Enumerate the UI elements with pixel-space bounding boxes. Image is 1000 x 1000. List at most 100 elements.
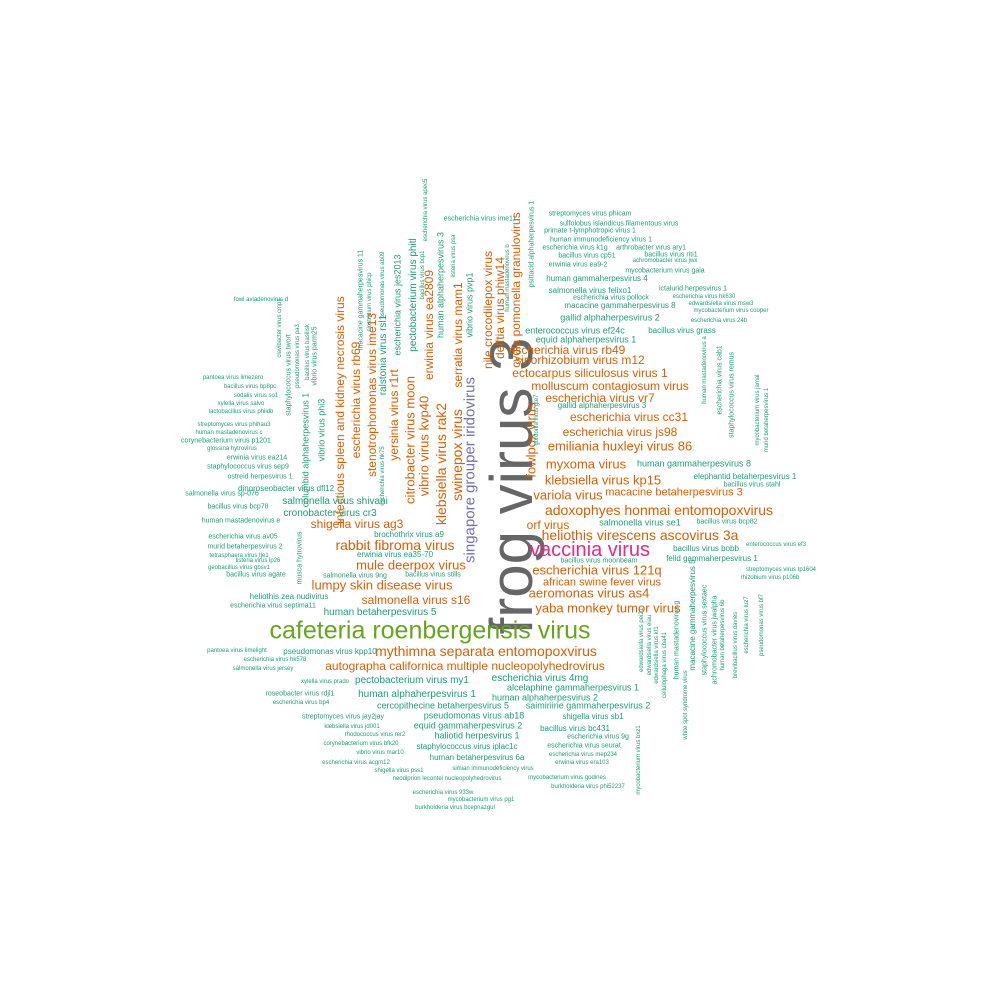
- word-salmonella-virus-jersey: salmonella virus jersey: [232, 666, 294, 672]
- word-molluscum-contagiosum-virus: molluscum contagiosum virus: [531, 379, 689, 393]
- word-cellulophaga-virus-cba41: cellulophaga virus cba41: [662, 631, 668, 699]
- word-escherichia-virus-bp4: escherichia virus bp4: [272, 700, 330, 706]
- word-human-betaherpesvirus-6b: human betaherpesvirus 6b: [720, 599, 726, 671]
- word-salmonella-virus-shivani: salmonella virus shivani: [282, 496, 388, 507]
- word-staphylococcus-virus-remus: staphylococcus virus remus: [728, 352, 736, 438]
- word-adoxophyes-honmai-entomopoxvirus: adoxophyes honmai entomopoxvirus: [544, 502, 774, 518]
- word-xylella-virus-prado: xylella virus prado: [300, 679, 350, 685]
- word-escherichia-virus-9g: escherichia virus 9g: [567, 733, 629, 741]
- word-human-mastadenovirus-c: human mastadenovirus c: [195, 430, 263, 436]
- word-bacillus-virus-bc431: bacillus virus bc431: [540, 724, 610, 733]
- word-streptomyces-virus-phihau3: streptomyces virus phihau3: [197, 422, 271, 428]
- word-clostridium-virus-phicp: clostridium virus phicp: [367, 272, 373, 332]
- word-escherichia-virus-k1g: escherichia virus k1g: [542, 244, 608, 252]
- word-escherichia-virus-121q: escherichia virus 121q: [532, 562, 662, 578]
- word-pseudomonas-virus-bf7: pseudomonas virus bf7: [759, 593, 765, 657]
- word-cafeteria-roenbergensis-virus: cafeteria roenbergensis virus: [269, 616, 591, 645]
- word-cronobacter-virus-cr3: cronobacter virus cr3: [283, 508, 377, 519]
- word-macacine-gammaherpesvirus-11: macacine gammaherpesvirus 11: [357, 249, 365, 351]
- word-lactobacillus-virus-phildb: lactobacillus virus phildb: [208, 409, 274, 415]
- word-enterococcus-virus-ef3: enterococcus virus ef3: [745, 542, 807, 548]
- word-vibrio-virus-kvp40: vibrio virus kvp40: [416, 395, 432, 497]
- word-salmonella-virus-sp-076: salmonella virus sp-076: [185, 490, 259, 498]
- word-staphylococcus-virus-sep9: staphylococcus virus sep9: [207, 463, 289, 471]
- word-heliothis-virescens-ascovirus-3a: heliothis virescens ascovirus 3a: [541, 527, 739, 543]
- word-bacillus-virus-grass: bacillus virus grass: [648, 326, 716, 335]
- word-staphylococcus-virus-sextaec: staphylococcus virus sextaec: [701, 584, 709, 676]
- word-mycobacterium-virus-bxz1: mycobacterium virus bxz1: [636, 725, 642, 795]
- word-human-gammaherpesvirus-4: human gammaherpesvirus 4: [546, 274, 648, 283]
- word-escherichia-virus-septima11: escherichia virus septima11: [230, 602, 316, 610]
- word-bacillus-virus-bcp82: bacillus virus bcp82: [696, 518, 758, 526]
- word-sodalis-virus-so1: sodalis virus so1: [233, 393, 279, 399]
- word-bacillus-virus-basilisk: bacillus virus basilisk: [305, 324, 311, 380]
- word-serratia-virus-mam1: serratia virus mam1: [451, 282, 465, 388]
- word-staphylococcus-virus-iplac1c: staphylococcus virus iplac1c: [416, 742, 518, 751]
- word-autographa-californica: autographa californica multiple nucleopo…: [325, 659, 605, 673]
- word-swinepox-virus: swinepox virus: [449, 409, 465, 501]
- word-escherichia-virus-24b: escherichia virus 24b: [690, 318, 748, 324]
- word-mycobacterium-virus-cooper: mycobacterium virus cooper: [693, 308, 769, 314]
- word-african-swine-fever-virus: african swine fever virus: [543, 576, 661, 589]
- word-human-betaherpesvirus-6a: human betaherpesvirus 6a: [429, 753, 525, 762]
- word-enterococcus-virus-ef24c: enterococcus virus ef24c: [525, 325, 625, 336]
- word-shigella-virus-pss1: shigella virus pss1: [374, 768, 424, 774]
- word-erwinia-virus-ea35-70: erwinia virus ea35-70: [356, 550, 434, 559]
- word-pectobacterium-virus-phitl: pectobacterium virus phitl: [408, 238, 419, 352]
- word-mycobacterium-virus-jamal: mycobacterium virus jamal: [755, 374, 761, 446]
- word-escherichia-virus-seurat: escherichia virus seurat: [547, 742, 621, 750]
- word-emiliania-huxleyi-virus-86: emiliania huxleyi virus 86: [547, 438, 693, 454]
- word-shigella-virus-ag3: shigella virus ag3: [310, 517, 404, 531]
- word-pseudomonas-virus-kpp10: pseudomonas virus kpp10: [283, 647, 377, 656]
- word-xylella-virus-salvo: xylella virus salvo: [217, 401, 265, 407]
- word-murid-betaherpesvirus-2: murid betaherpesvirus 2: [207, 543, 283, 551]
- word-bacillus-virus-bcp1: bacillus virus bcp1: [420, 250, 426, 300]
- word-streptomyces-virus-tp1604: streptomyces virus tp1604: [745, 567, 817, 573]
- word-bacillus-virus-cp51: bacillus virus cp51: [558, 252, 616, 260]
- word-lumpy-skin-disease-virus: lumpy skin disease virus: [311, 577, 453, 593]
- word-cydia-pomonella-granulovirus: cydia pomonella granulovirus: [509, 212, 523, 368]
- word-human-immunodeficiency-virus-1: human immunodeficiency virus 1: [550, 236, 652, 244]
- word-klebsiella-virus-kp15: klebsiella virus kp15: [544, 472, 662, 488]
- word-mycobacterium-virus-gaia: mycobacterium virus gaia: [625, 267, 705, 275]
- word-primate-t-lymphotropic-virus-1: primate t-lymphotropic virus 1: [544, 227, 636, 235]
- word-edwardsiella-virus-eiau: edwardsiella virus eiau: [647, 614, 653, 676]
- word-edwardsiella-virus-kf1: edwardsiella virus kf1: [654, 626, 660, 684]
- word-stenotrophomonas-virus-ime13: stenotrophomonas virus ime13: [365, 312, 379, 478]
- word-felid-gammaherpesvirus-1: felid gammaherpesvirus 1: [666, 554, 758, 563]
- word-vibrio-virus-pvp1: vibrio virus pvp1: [464, 272, 475, 338]
- word-salmonella-virus-9ng: salmonella virus 9ng: [323, 572, 387, 580]
- word-sinorhizobium-virus-m12: sinorhizobium virus m12: [515, 353, 645, 367]
- word-simian-immunodeficiency-virus: simian immunodeficiency virus: [452, 766, 534, 772]
- word-macacine-gammaherpesvirus-5: macacine gammaherpesvirus 5: [688, 559, 697, 671]
- word-vaccinia-virus: vaccinia virus: [529, 539, 651, 561]
- word-erwinia-virus-era103: erwinia virus era103: [555, 760, 609, 766]
- word-haliotid-herpesvirus-1: haliotid herpesvirus 1: [434, 730, 520, 741]
- word-klebsiella-virus-jd001: klebsiella virus jd001: [324, 724, 380, 730]
- word-gallid-alphaherpesvirus-2: gallid alphaherpesvirus 2: [560, 312, 660, 323]
- word-escherichia-virus-hk75: escherichia virus hk75: [380, 446, 386, 506]
- word-escherichia-virus-rb49: escherichia virus rb49: [508, 343, 626, 357]
- word-pantoea-virus-limezero: pantoea virus limezero: [202, 375, 264, 381]
- word-vibrio-virus-phi3: vibrio virus phi3: [316, 398, 327, 462]
- word-human-alphaherpesvirus-3: human alphaherpesvirus 3: [435, 231, 446, 339]
- word-listeria-virus-psa: listeria virus psa: [451, 234, 457, 278]
- word-escherichia-virus-luz7: escherichia virus luz7: [744, 596, 750, 654]
- word-human-mastadenovirus-e: human mastadenovirus e: [201, 517, 281, 525]
- word-mule-deerpox-virus: mule deerpox virus: [356, 557, 466, 573]
- word-yersinia-virus-r1rt: yersinia virus r1rt: [387, 369, 401, 461]
- word-ectocarpus-siliculosus-virus-1: ectocarpus siliculosus virus 1: [512, 366, 668, 380]
- word-escherichia-virus-4mg: escherichia virus 4mg: [491, 673, 589, 684]
- word-streptomyces-virus-jay2jay: streptomyces virus jay2jay: [301, 713, 385, 721]
- word-escherichia-virus-pollock: escherichia virus pollock: [573, 294, 649, 302]
- word-pseudomonas-virus-ab18: pseudomonas virus ab18: [423, 710, 525, 721]
- word-ostreid-herpesvirus-1: ostreid herpesvirus 1: [227, 473, 293, 481]
- word-saimiriine-gammaherpesvirus-2: saimiriine gammaherpesvirus 2: [525, 700, 651, 711]
- word-human-alphaherpesvirus-2: human alphaherpesvirus 2: [491, 692, 599, 703]
- word-sulfolobus-islandicus: sulfolobus islandicus filamentous virus: [559, 220, 679, 228]
- word-gordonia-virus-gte7: gordonia virus gte7: [534, 394, 540, 446]
- word-cercopithecine-betaherpesvirus-5: cercopithecine betaherpesvirus 5: [376, 700, 510, 711]
- word-shigella-virus-sb1: shigella virus sb1: [562, 712, 624, 721]
- word-rhizobium-virus-p106b: rhizobium virus p106b: [740, 575, 800, 581]
- word-infectious-spleen-kidney: infectious spleen and kidney necrosis vi…: [333, 296, 347, 524]
